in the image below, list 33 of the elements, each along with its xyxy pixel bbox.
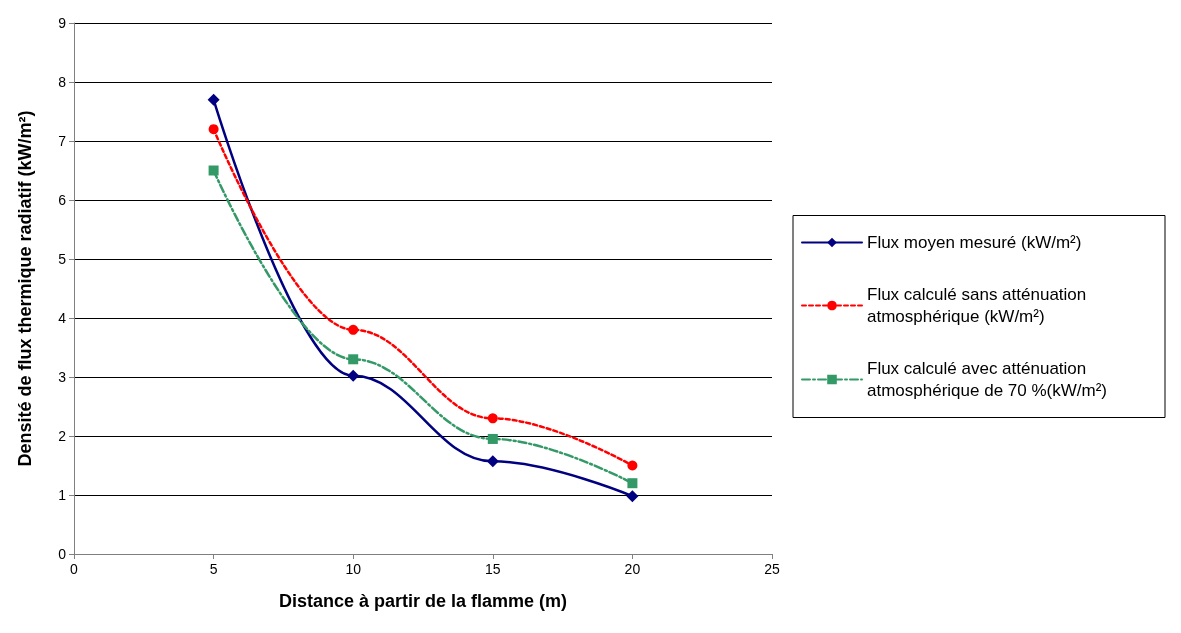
point — [487, 433, 498, 444]
y-tick-label: 0 — [58, 546, 67, 562]
point — [626, 490, 639, 503]
x-tick-label: 15 — [485, 561, 501, 577]
x-tick-label: 5 — [209, 561, 218, 577]
y-tick-label: 2 — [58, 428, 67, 444]
y-tick-label: 4 — [58, 310, 67, 326]
y-tick-label: 5 — [58, 251, 67, 267]
point — [347, 369, 360, 382]
y-tick-label: 1 — [58, 487, 67, 503]
legend-label: Flux moyen mesuré (kW/m²) — [867, 233, 1082, 252]
x-tick-label: 20 — [624, 561, 641, 577]
point — [627, 478, 638, 489]
x-tick-label: 10 — [345, 561, 362, 577]
y-axis-title: Densité de flux thermique radiatif (kW/m²) — [15, 110, 35, 467]
x-axis-title: Distance à partir de la flamme (m) — [278, 591, 568, 611]
point — [348, 324, 359, 335]
point — [348, 354, 359, 365]
y-tick-label: 6 — [58, 192, 67, 208]
point — [208, 124, 219, 135]
legend-label: Flux calculé avec atténuation atmosphérique de 70 %(kW/m²) — [867, 359, 1107, 400]
point — [486, 455, 499, 468]
x-tick-label: 0 — [70, 561, 79, 577]
legend-label: Flux calculé sans atténuation atmosphérique (kW/m²) — [867, 285, 1091, 326]
point — [627, 460, 638, 471]
point — [207, 93, 220, 106]
point — [208, 165, 219, 176]
y-tick-label: 8 — [58, 74, 67, 90]
y-tick-label: 9 — [58, 15, 67, 31]
x-tick-label: 25 — [764, 561, 780, 577]
y-tick-label: 3 — [58, 369, 67, 385]
point — [487, 413, 498, 424]
y-tick-label: 7 — [58, 133, 67, 149]
